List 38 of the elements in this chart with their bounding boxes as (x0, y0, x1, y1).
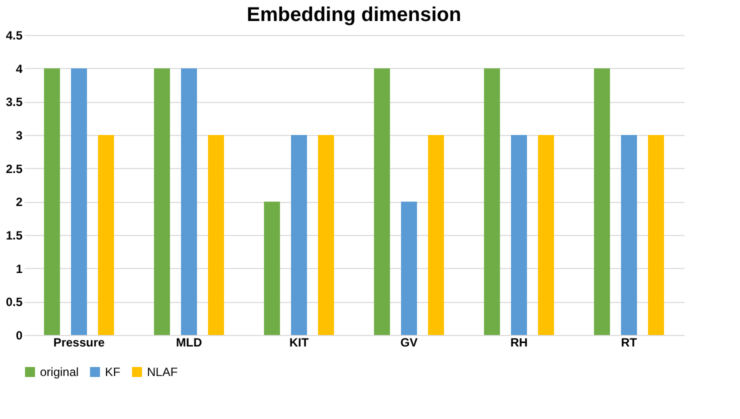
y-tick-label: 3 (16, 128, 23, 142)
chart-title: Embedding dimension (246, 4, 462, 26)
bar (594, 68, 610, 335)
y-tick-label: 2.5 (6, 162, 23, 176)
bar (264, 202, 280, 335)
y-tick-label: 2 (16, 195, 23, 210)
bar (98, 135, 114, 335)
legend-label: NLAF (147, 365, 178, 379)
legend-label: KF (105, 365, 120, 379)
bar (154, 68, 170, 335)
bar (621, 135, 637, 335)
bar (401, 202, 417, 335)
y-tick-label: 1.5 (6, 228, 23, 242)
x-tick-label: RT (621, 336, 638, 350)
y-tick-label: 3.5 (6, 95, 23, 110)
y-tick-label: 0 (16, 328, 23, 342)
legend-label: original (40, 365, 79, 379)
bar (428, 135, 444, 335)
bar (44, 68, 60, 335)
y-tick-label: 0.5 (6, 295, 23, 310)
x-tick-label: GV (400, 336, 418, 350)
bar (374, 68, 390, 335)
y-tick-label: 4.5 (6, 28, 23, 42)
bar (511, 135, 527, 335)
bar (648, 135, 664, 335)
x-tick-label: RH (510, 336, 528, 350)
bar (318, 135, 334, 335)
x-tick-label: Pressure (53, 336, 106, 350)
bar (208, 135, 224, 335)
x-tick-label: MLD (176, 336, 202, 350)
bar (181, 68, 197, 335)
bar (291, 135, 307, 335)
y-tick-label: 4 (16, 62, 23, 76)
bar (71, 68, 87, 335)
bar (484, 68, 500, 335)
bar (538, 135, 554, 335)
y-tick-label: 1 (16, 262, 23, 276)
x-tick-label: KIT (289, 336, 310, 350)
